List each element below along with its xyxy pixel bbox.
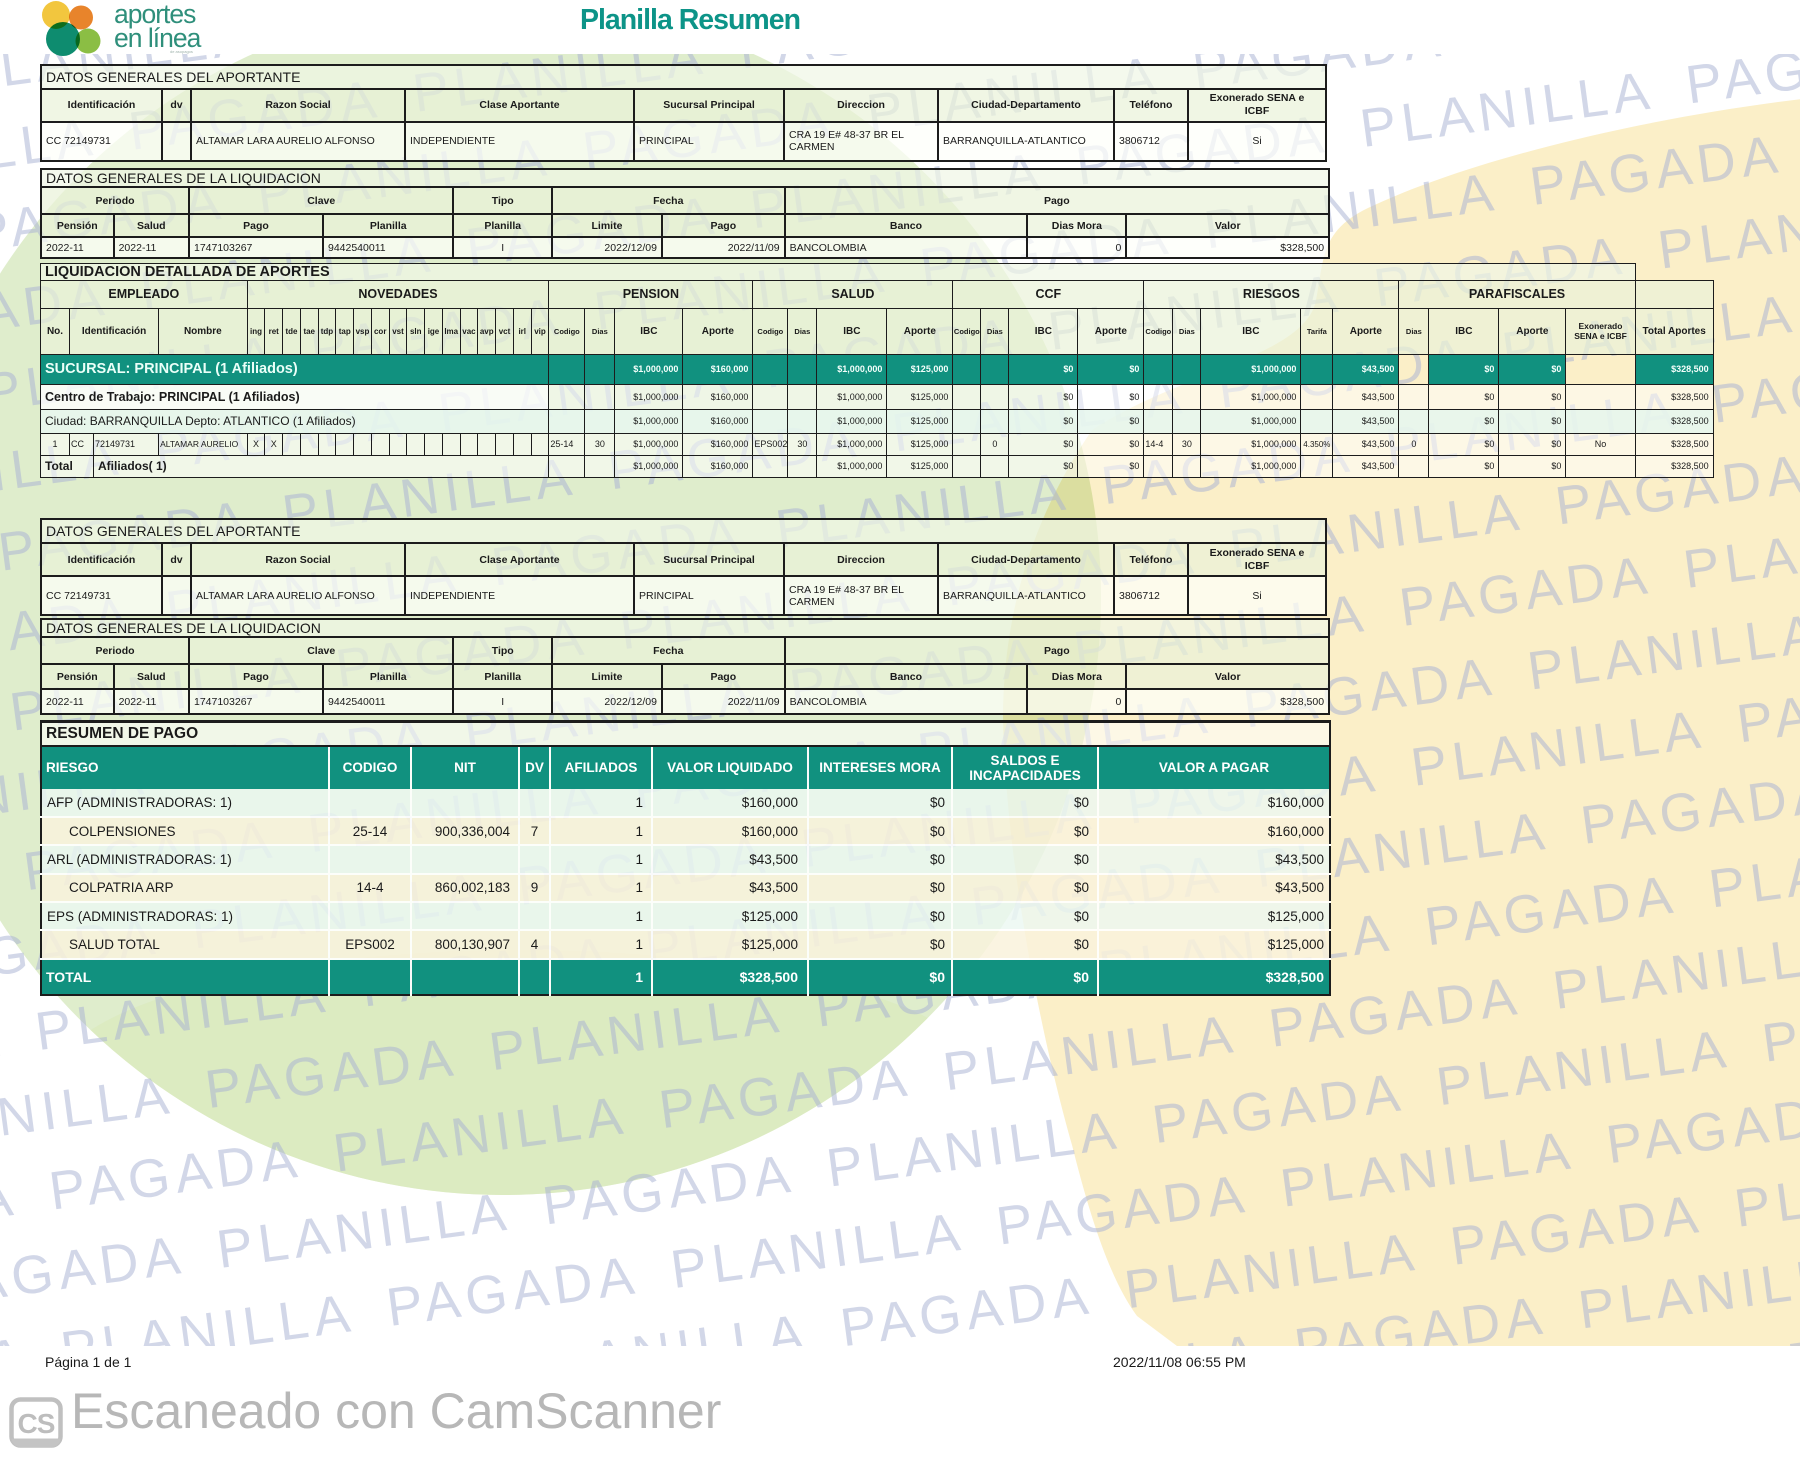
svg-text:CS: CS: [18, 1408, 55, 1439]
